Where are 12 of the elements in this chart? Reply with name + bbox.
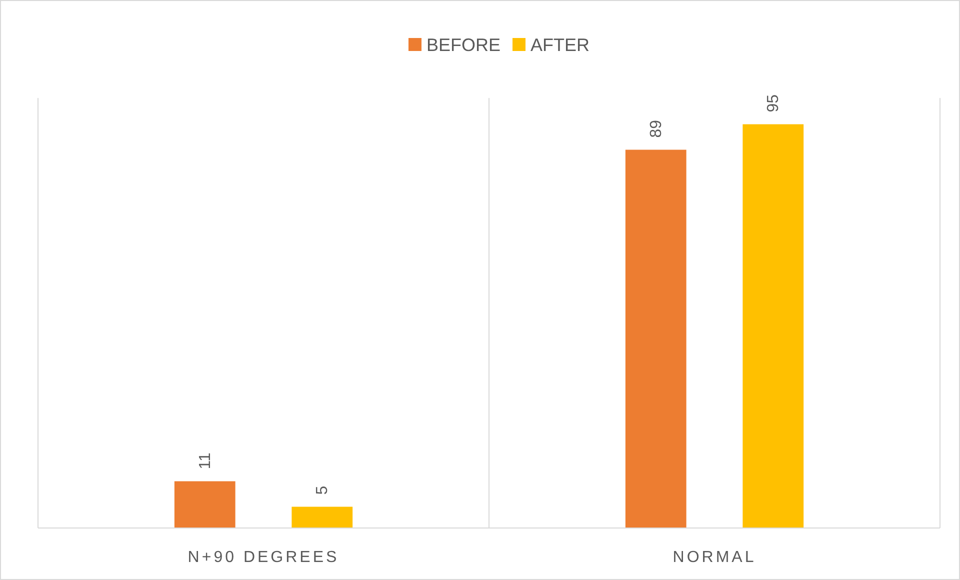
x-tick-label: N+90 DEGREES (188, 549, 340, 566)
data-label: 89 (648, 120, 665, 138)
legend-label: AFTER (530, 35, 590, 55)
legend-label: BEFORE (426, 35, 500, 55)
bar (174, 481, 236, 528)
data-label: 5 (314, 486, 332, 495)
data-label: 11 (196, 452, 214, 470)
bar (625, 150, 686, 528)
bar (292, 506, 353, 528)
bar (742, 124, 804, 528)
data-label: 95 (765, 94, 782, 112)
x-tick-label: NORMAL (672, 549, 756, 566)
